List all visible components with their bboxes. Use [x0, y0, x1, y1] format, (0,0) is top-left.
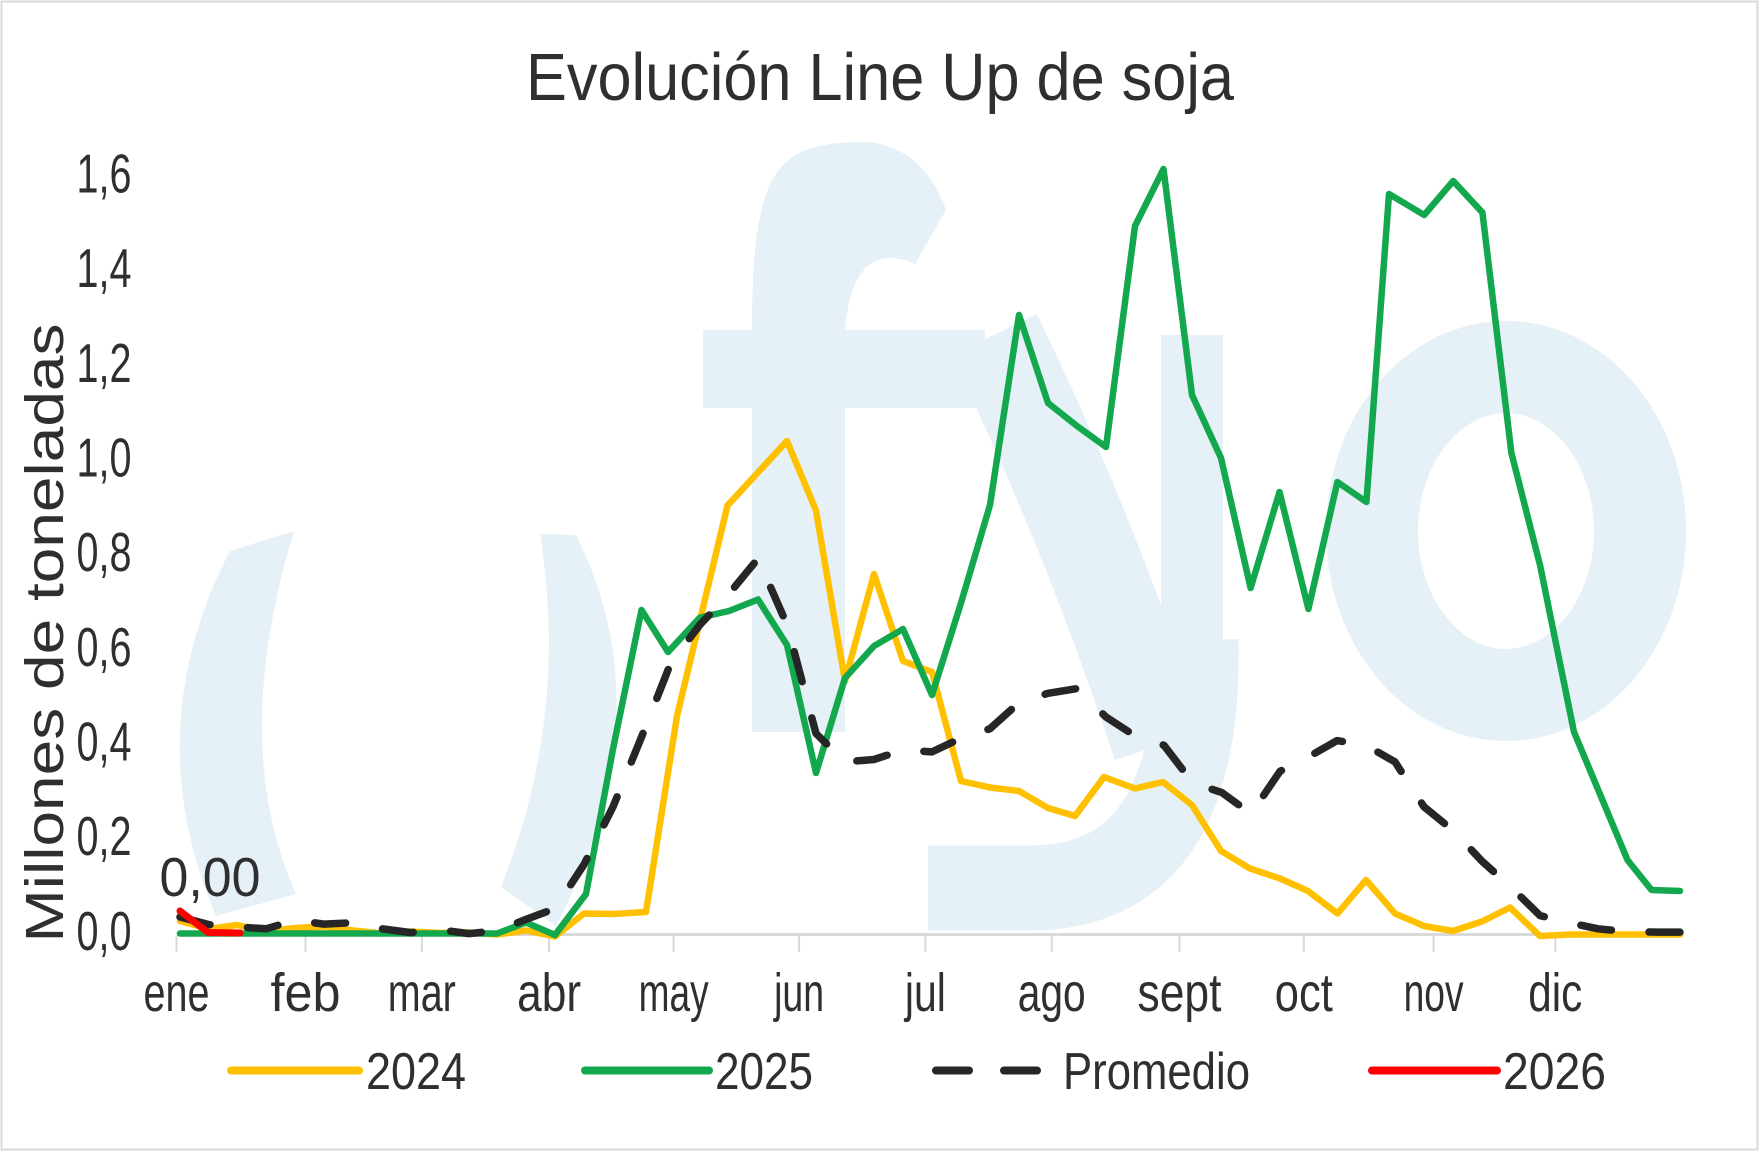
svg-text:oct: oct: [1275, 963, 1333, 1023]
svg-text:1,2: 1,2: [77, 332, 132, 394]
svg-text:2024: 2024: [366, 1043, 466, 1101]
svg-text:Millones de toneladas: Millones de toneladas: [15, 324, 75, 943]
svg-text:1,6: 1,6: [77, 143, 132, 205]
svg-text:Promedio: Promedio: [1063, 1043, 1250, 1101]
svg-text:0,6: 0,6: [77, 616, 132, 678]
svg-text:abr: abr: [517, 963, 581, 1023]
svg-text:Evolución Line Up de soja: Evolución Line Up de soja: [526, 40, 1235, 115]
svg-text:1,4: 1,4: [77, 237, 132, 299]
svg-text:jul: jul: [903, 963, 946, 1023]
svg-text:0,0: 0,0: [77, 900, 132, 962]
svg-text:ago: ago: [1018, 963, 1086, 1023]
svg-text:may: may: [639, 963, 709, 1023]
svg-text:0,4: 0,4: [77, 711, 132, 773]
svg-text:0,2: 0,2: [77, 805, 132, 867]
svg-text:1,0: 1,0: [77, 427, 132, 489]
svg-text:0,8: 0,8: [77, 521, 132, 583]
svg-text:2025: 2025: [715, 1043, 813, 1101]
svg-text:0,00: 0,00: [160, 846, 261, 908]
svg-text:ene: ene: [144, 963, 210, 1023]
svg-text:mar: mar: [388, 963, 456, 1023]
svg-text:feb: feb: [271, 963, 341, 1023]
svg-text:nov: nov: [1404, 963, 1464, 1023]
svg-text:2026: 2026: [1503, 1043, 1606, 1101]
svg-text:dic: dic: [1528, 963, 1582, 1023]
svg-text:sept: sept: [1138, 963, 1222, 1023]
svg-text:jun: jun: [773, 963, 824, 1023]
